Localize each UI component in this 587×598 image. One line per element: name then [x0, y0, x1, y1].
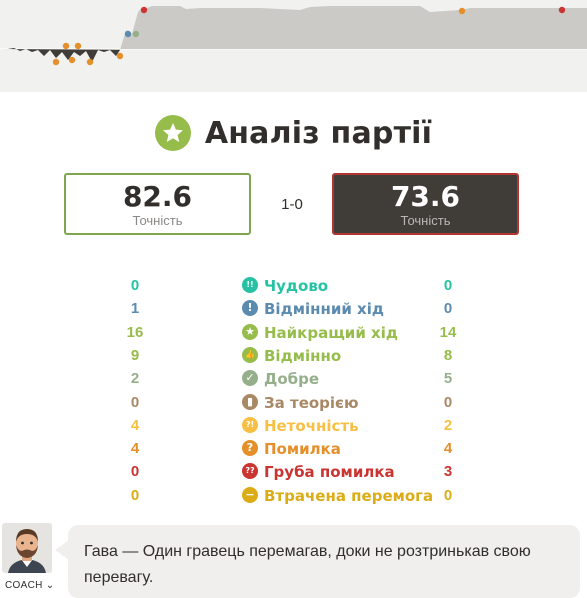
evaluation-graph[interactable] — [0, 0, 587, 92]
graph-move-marker[interactable] — [86, 58, 94, 66]
white-count: 4 — [130, 416, 140, 434]
stat-label: Неточність — [264, 416, 359, 435]
black-count: 5 — [443, 370, 453, 388]
excellent-icon: 👍 — [242, 346, 258, 363]
stat-row: 0 ▮ За теорією 0 — [0, 392, 587, 414]
black-accuracy-value: 73.6 — [390, 180, 461, 213]
black-count: 0 — [443, 486, 453, 504]
white-count: 9 — [130, 346, 140, 364]
black-count: 4 — [443, 440, 453, 458]
white-count: 0 — [130, 393, 140, 411]
brilliant-icon: !! — [242, 277, 258, 293]
stat-row: 16 ★ Найкращий хід 14 — [0, 322, 587, 344]
stat-row: 0?? Груба помилка 3 — [0, 461, 587, 483]
stat-label: Відмінний хід — [264, 300, 384, 319]
stat-row: 0 − Втрачена перемога 0 — [0, 485, 587, 507]
black-accuracy-label: Точність — [400, 213, 451, 228]
white-count: 0 — [130, 277, 140, 294]
graph-move-marker[interactable] — [52, 58, 60, 66]
good-icon: ✓ — [242, 370, 258, 387]
white-accuracy-value: 82.6 — [122, 180, 193, 213]
speech-bubble-tail — [55, 540, 69, 560]
black-count: 8 — [443, 346, 453, 364]
black-accuracy-card: 73.6 Точність — [332, 173, 519, 235]
white-count: 1 — [130, 300, 140, 318]
stat-row: 1! Відмінний хід 0 — [0, 298, 587, 320]
stat-label: За теорією — [264, 393, 359, 412]
graph-move-marker[interactable] — [124, 30, 132, 38]
coach-label: COACH ⌄ — [5, 580, 55, 591]
stat-label: Помилка — [264, 440, 341, 459]
stat-label: Груба помилка — [264, 463, 395, 482]
white-count: 2 — [130, 370, 140, 388]
great-move-icon: ! — [242, 300, 258, 317]
white-count: 4 — [130, 440, 140, 458]
graph-move-marker[interactable] — [62, 42, 70, 50]
graph-move-marker[interactable] — [68, 56, 76, 64]
stat-row: 4?! Неточність 2 — [0, 415, 587, 437]
title-text: Аналіз партії — [204, 115, 433, 151]
missed-win-icon: − — [242, 486, 258, 503]
white-accuracy-card: 82.6 Точність — [64, 173, 251, 235]
stat-label: Втрачена перемога — [264, 486, 434, 505]
graph-move-marker[interactable] — [140, 6, 148, 14]
stat-row: 2 ✓ Добре 5 — [0, 368, 587, 390]
graph-move-marker[interactable] — [132, 30, 140, 38]
blunder-icon: ?? — [242, 463, 258, 480]
black-count: 0 — [443, 393, 453, 411]
graph-move-marker[interactable] — [74, 42, 82, 50]
graph-move-marker[interactable] — [558, 6, 566, 14]
stat-label: Добре — [264, 370, 320, 389]
white-count: 0 — [130, 463, 140, 481]
star-icon — [154, 115, 191, 151]
stat-row: 4? Помилка 4 — [0, 438, 587, 460]
best-move-icon: ★ — [242, 323, 258, 340]
white-accuracy-label: Точність — [132, 213, 183, 228]
mistake-icon: ? — [242, 440, 258, 457]
inaccuracy-icon: ?! — [242, 416, 258, 433]
black-count: 2 — [443, 416, 453, 434]
stat-label: Найкращий хід — [264, 323, 398, 342]
stat-label: Чудово — [264, 277, 329, 295]
black-count: 0 — [443, 300, 453, 318]
stat-row: 9 👍 Відмінно 8 — [0, 345, 587, 367]
graph-black-area — [0, 48, 120, 62]
black-count: 0 — [443, 277, 453, 294]
black-count: 14 — [439, 323, 457, 341]
graph-white-area — [0, 6, 587, 62]
stat-row: 0!! Чудово 0 — [0, 275, 587, 297]
white-count: 16 — [126, 323, 144, 341]
coach-avatar — [2, 523, 52, 573]
book-icon: ▮ — [242, 393, 258, 410]
white-count: 0 — [130, 486, 140, 504]
page-title: Аналіз партії — [0, 112, 587, 154]
black-count: 3 — [443, 463, 453, 481]
coach-toggle[interactable]: COACH ⌄ — [2, 523, 56, 591]
stat-label: Відмінно — [264, 346, 342, 365]
graph-move-marker[interactable] — [458, 7, 466, 15]
graph-move-marker[interactable] — [116, 52, 124, 60]
coach-message: Гава — Один гравець перемагав, доки не р… — [68, 525, 580, 598]
game-result: 1-0 — [281, 196, 303, 213]
